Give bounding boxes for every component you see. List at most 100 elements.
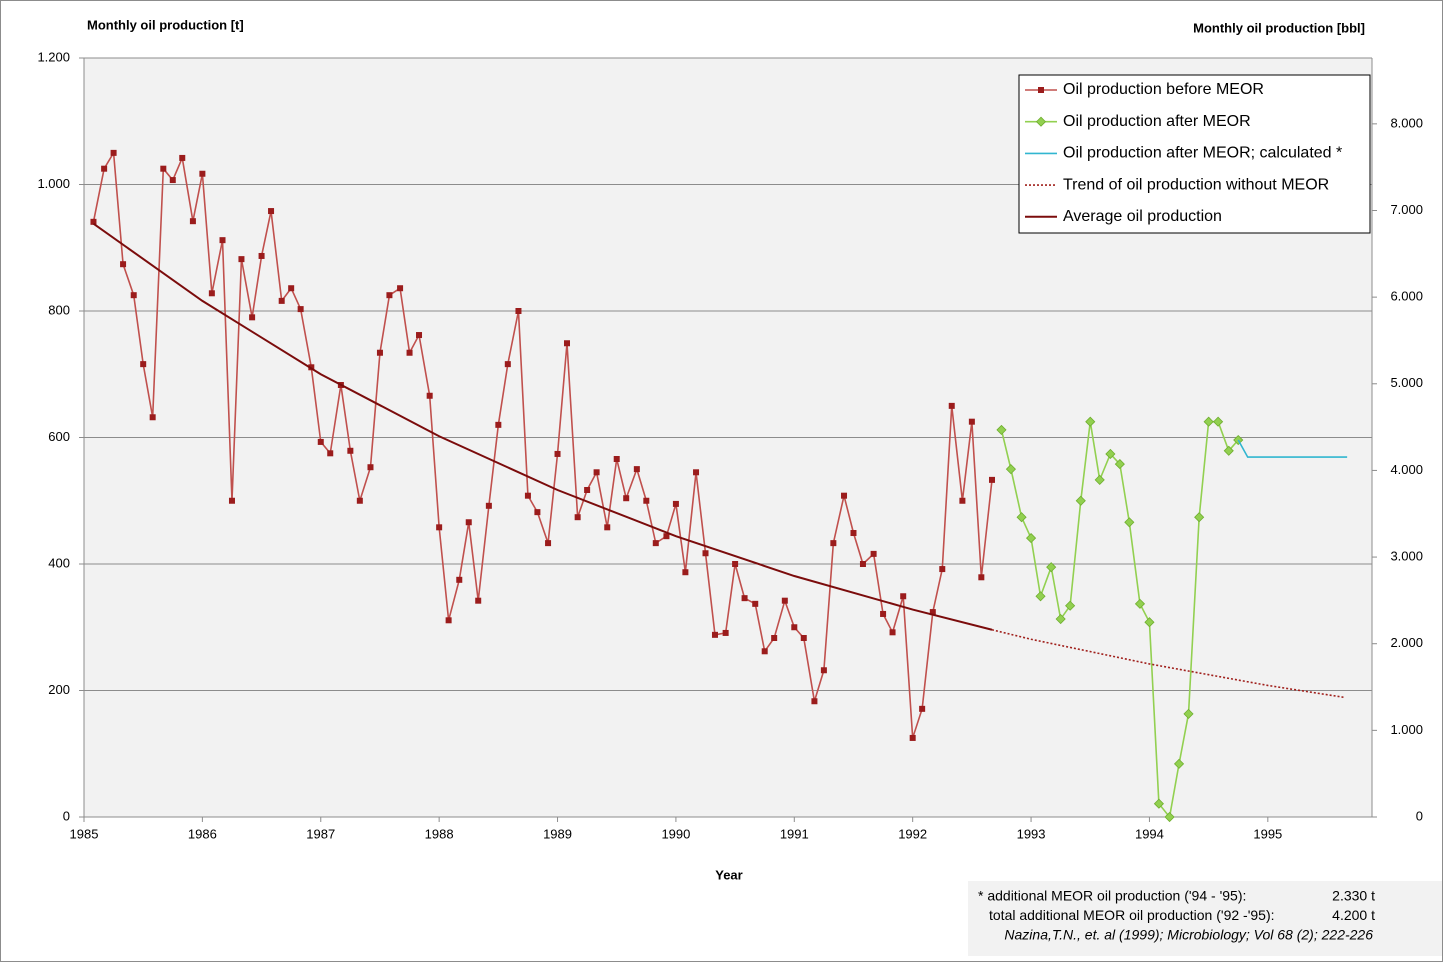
data-point	[456, 576, 463, 583]
data-point	[978, 574, 985, 581]
data-point	[919, 705, 926, 712]
legend-label: Average oil production	[1063, 208, 1222, 225]
y2-tick-label: 4.000	[1390, 462, 1423, 477]
data-point	[545, 540, 552, 547]
data-point	[386, 292, 393, 299]
data-point	[1016, 512, 1027, 523]
data-point	[1213, 416, 1224, 427]
data-point	[258, 252, 265, 259]
data-point	[633, 466, 640, 473]
data-point	[327, 450, 334, 457]
data-point	[534, 509, 541, 516]
data-point	[1153, 798, 1164, 809]
data-point	[130, 292, 137, 299]
x-tick-label: 1992	[898, 826, 927, 841]
x-tick-label: 1995	[1253, 826, 1282, 841]
data-point	[1194, 512, 1205, 523]
data-point	[1035, 591, 1046, 602]
data-point	[169, 177, 176, 184]
data-point	[909, 734, 916, 741]
data-point	[830, 540, 837, 547]
y2-tick-label: 5.000	[1390, 375, 1423, 390]
data-point	[228, 497, 235, 504]
data-point	[160, 165, 167, 172]
y-tick-label: 200	[48, 682, 70, 697]
y2-tick-label: 6.000	[1390, 289, 1423, 304]
data-point	[959, 497, 966, 504]
data-point	[643, 497, 650, 504]
y-tick-label: 600	[48, 429, 70, 444]
data-point	[623, 495, 630, 502]
x-tick-label: 1991	[780, 826, 809, 841]
x-tick-label: 1989	[543, 826, 572, 841]
data-point	[574, 514, 581, 521]
data-point	[741, 595, 748, 602]
x-tick-label: 1988	[425, 826, 454, 841]
data-point	[238, 256, 245, 263]
data-point	[524, 492, 531, 499]
data-point	[397, 285, 404, 292]
data-point	[889, 629, 896, 636]
data-point	[948, 402, 955, 409]
data-point	[90, 218, 97, 225]
data-point	[996, 424, 1007, 435]
data-point	[445, 617, 452, 624]
notes-box	[968, 881, 1442, 956]
y2-tick-label: 7.000	[1390, 202, 1423, 217]
x-tick-label: 1985	[70, 826, 99, 841]
legend-marker	[1038, 87, 1044, 93]
data-point	[791, 624, 798, 631]
data-point	[495, 421, 502, 428]
data-point	[761, 648, 768, 655]
data-point	[781, 597, 788, 604]
note-label: total additional MEOR oil production ('9…	[989, 907, 1275, 923]
note-label: * additional MEOR oil production ('94 - …	[978, 888, 1246, 904]
data-point	[900, 593, 907, 600]
data-point	[515, 308, 522, 314]
data-point	[475, 597, 482, 604]
data-point	[554, 450, 561, 457]
y-tick-label: 1.200	[37, 49, 70, 64]
data-point	[1065, 600, 1076, 611]
data-point	[939, 566, 946, 573]
series-line	[92, 222, 993, 631]
note-source: Nazina,T.N., et. al (1999); Microbiology…	[1004, 927, 1373, 943]
series-line	[1237, 439, 1348, 458]
data-point	[367, 464, 374, 471]
data-point	[1203, 416, 1214, 427]
data-point	[702, 550, 709, 557]
data-point	[584, 486, 591, 493]
data-point	[593, 469, 600, 476]
data-point	[800, 635, 807, 642]
legend-label: Oil production after MEOR; calculated *	[1063, 145, 1342, 162]
y-axis-title: Monthly oil production [t]	[87, 17, 244, 32]
data-point	[1144, 617, 1155, 628]
data-point	[968, 418, 975, 425]
y2-tick-label: 8.000	[1390, 115, 1423, 130]
data-point	[613, 456, 620, 463]
data-point	[564, 340, 570, 347]
data-point	[1075, 495, 1086, 506]
series-line	[991, 629, 1345, 699]
data-point	[1223, 445, 1234, 456]
data-point	[317, 438, 324, 445]
data-point	[356, 497, 363, 504]
data-point	[870, 550, 877, 557]
data-point	[140, 361, 147, 368]
series-line	[92, 150, 993, 739]
data-point	[278, 297, 285, 304]
data-point	[101, 165, 108, 172]
data-point	[110, 149, 117, 156]
x-axis-title: Year	[715, 867, 742, 882]
note-value: 4.200 t	[1332, 907, 1375, 923]
data-point	[149, 414, 156, 421]
data-point	[1124, 517, 1135, 528]
data-point	[1134, 598, 1146, 609]
data-point	[771, 635, 778, 642]
data-point	[652, 540, 659, 547]
data-point	[1114, 458, 1125, 470]
data-point	[297, 306, 304, 313]
data-point	[811, 698, 818, 705]
data-point	[1094, 474, 1105, 485]
